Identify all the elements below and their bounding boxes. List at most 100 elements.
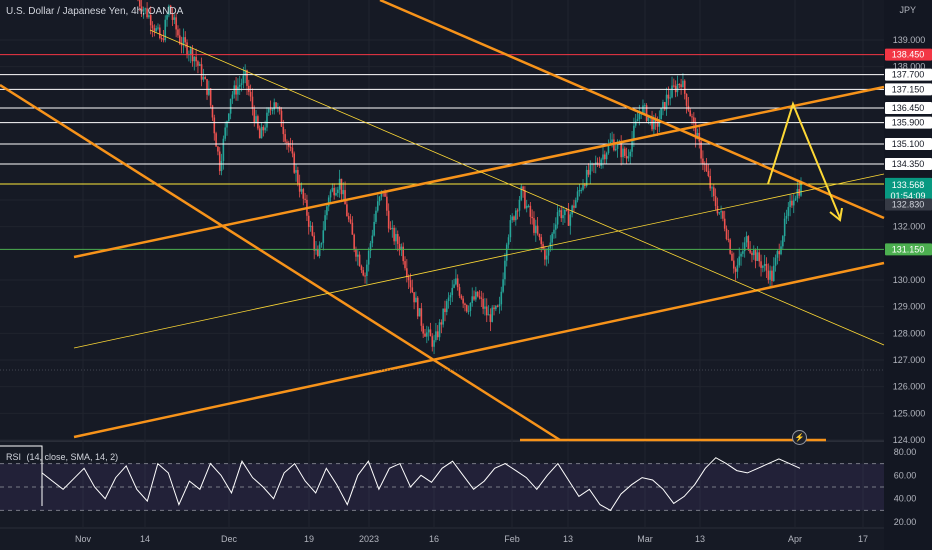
trend-line [149,29,885,346]
candle-body [656,122,659,127]
candle-body [700,141,702,159]
candle-body [515,210,517,221]
candle-body [533,218,535,233]
candle-body [602,154,604,160]
candle-body [180,43,183,46]
candle-body [529,205,532,217]
price-level-label-bg [885,138,932,150]
candle-body [496,305,499,307]
candle-body [362,270,365,276]
candle-body [295,170,297,173]
candle-body [792,200,795,206]
candle-body [647,117,650,121]
candle-body [725,228,728,240]
candle-body [531,216,533,219]
candle-body [702,158,704,164]
candle-body [231,94,234,99]
candle-body [707,170,710,176]
candle-body [364,275,366,277]
candle-body [406,268,408,277]
candle-body [451,287,454,296]
candle-body [604,154,606,160]
candle-body [718,212,721,214]
candle-body [767,270,770,280]
candle-body [186,42,188,55]
candle-body [643,105,646,107]
candle-body [642,105,644,113]
candle-body [449,295,452,298]
candle-body [146,8,148,18]
candle-body [571,205,573,215]
time-tick-label: 13 [563,534,573,544]
candle-body [300,189,303,192]
candle-body [629,151,632,157]
candle-body [731,253,733,261]
candle-body [794,198,797,201]
candle-body [435,331,437,341]
candle-body [469,302,472,311]
candle-body [208,88,210,95]
candle-body [139,0,141,7]
candle-body [289,146,292,148]
candle-body [560,210,563,219]
candle-body [347,216,350,220]
candle-body [693,117,695,123]
candle-body [222,138,225,161]
candle-body [723,218,726,229]
candle-body [774,257,777,266]
lightning-icon[interactable]: ⚡ [792,430,807,445]
candle-body [309,225,312,227]
candle-body [747,236,750,250]
price-level-label-bg [885,102,932,114]
candle-body [554,224,557,230]
candle-body [667,94,670,99]
candle-body [475,291,477,300]
candle-body [756,252,759,261]
candle-body [209,88,212,106]
candle-body [762,265,764,268]
candle-body [400,246,403,251]
candle-body [584,184,586,186]
price-tick-label: 127.000 [893,355,926,365]
candle-body [622,148,624,158]
candle-body [402,246,404,262]
candle-body [326,206,328,216]
candle-body [522,186,524,191]
candle-body [375,210,377,222]
candle-body [273,102,276,110]
candle-body [140,6,143,12]
candle-body [558,210,561,213]
candle-body [346,204,348,217]
candle-body [284,134,286,142]
candle-body [763,263,766,266]
candle-body [182,37,185,46]
price-level-label: 137.150 [892,84,925,94]
price-level-label: 136.450 [892,103,925,113]
candle-body [556,212,559,225]
candle-body [727,239,730,241]
candle-body [324,215,326,231]
candle-body [409,280,412,288]
candle-body [465,305,468,312]
time-tick-label: Apr [788,534,802,544]
candle-body [489,314,492,322]
candle-body [298,183,301,192]
candle-body [476,291,479,297]
candle-body [607,144,610,154]
candle-body [502,279,504,292]
time-tick-label: Dec [221,534,238,544]
time-tick-label: Feb [504,534,520,544]
candle-body [317,249,319,256]
candle-body [507,237,510,245]
price-tick-label: 128.000 [893,328,926,338]
price-level-label: 131.150 [892,244,925,254]
candle-body [480,297,483,299]
currency-unit: JPY [899,5,916,15]
candle-body [389,228,392,230]
candle-body [683,80,686,94]
candle-body [422,325,424,334]
candle-body [349,219,352,223]
